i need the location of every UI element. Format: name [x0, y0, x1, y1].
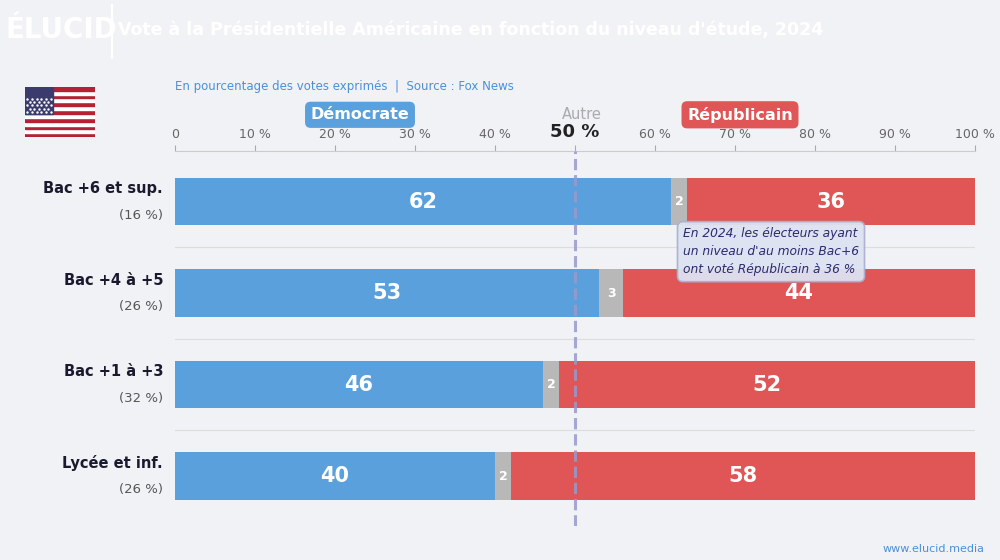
Text: Bac +6 et sup.: Bac +6 et sup.: [43, 181, 163, 196]
Bar: [175, 452, 495, 500]
Text: Démocrate: Démocrate: [311, 108, 409, 122]
Text: 3: 3: [607, 287, 615, 300]
Bar: [25, 95, 95, 99]
Text: ÉLUCID: ÉLUCID: [5, 16, 117, 44]
Bar: [25, 102, 95, 106]
Bar: [559, 361, 975, 408]
Bar: [175, 269, 599, 317]
Bar: [25, 125, 95, 129]
Bar: [543, 361, 559, 408]
Text: 2: 2: [499, 470, 507, 483]
Bar: [25, 129, 95, 133]
Bar: [25, 114, 95, 118]
Text: 40: 40: [320, 466, 350, 486]
Text: En pourcentage des votes exprimés  |  Source : Fox News: En pourcentage des votes exprimés | Sour…: [175, 80, 514, 94]
Text: 36: 36: [817, 192, 846, 212]
Text: Bac +4 à +5: Bac +4 à +5: [64, 273, 163, 288]
Text: Vote à la Présidentielle Américaine en fonction du niveau d'étude, 2024: Vote à la Présidentielle Américaine en f…: [118, 21, 823, 39]
Text: (26 %): (26 %): [119, 483, 163, 496]
Bar: [599, 269, 623, 317]
Text: (16 %): (16 %): [119, 209, 163, 222]
Bar: [25, 133, 95, 137]
Text: Bac +1 à +3: Bac +1 à +3: [64, 364, 163, 379]
Text: 2: 2: [675, 195, 683, 208]
Text: 53: 53: [372, 283, 402, 303]
Bar: [25, 118, 95, 122]
Text: (26 %): (26 %): [119, 300, 163, 313]
Bar: [175, 361, 543, 408]
Text: 46: 46: [344, 375, 374, 395]
Text: 58: 58: [728, 466, 758, 486]
Bar: [671, 178, 687, 225]
Bar: [25, 122, 95, 125]
Bar: [25, 87, 53, 114]
Text: 44: 44: [785, 283, 814, 303]
Bar: [175, 178, 671, 225]
Text: www.elucid.media: www.elucid.media: [883, 544, 985, 554]
Bar: [25, 106, 95, 110]
Bar: [511, 452, 975, 500]
Text: (32 %): (32 %): [119, 392, 163, 405]
Bar: [623, 269, 975, 317]
Text: 2: 2: [547, 378, 555, 391]
Text: 62: 62: [409, 192, 438, 212]
Text: En 2024, les électeurs ayant
un niveau d'au moins Bac+6
ont voté Républicain à 3: En 2024, les électeurs ayant un niveau d…: [683, 227, 859, 276]
Bar: [25, 99, 95, 102]
Text: 52: 52: [752, 375, 782, 395]
Text: Républicain: Républicain: [687, 107, 793, 123]
Text: Lycée et inf.: Lycée et inf.: [62, 455, 163, 472]
Bar: [25, 91, 95, 95]
Bar: [25, 110, 95, 114]
Bar: [25, 87, 95, 91]
Text: Autre: Autre: [562, 108, 602, 122]
Bar: [495, 452, 511, 500]
Bar: [687, 178, 975, 225]
